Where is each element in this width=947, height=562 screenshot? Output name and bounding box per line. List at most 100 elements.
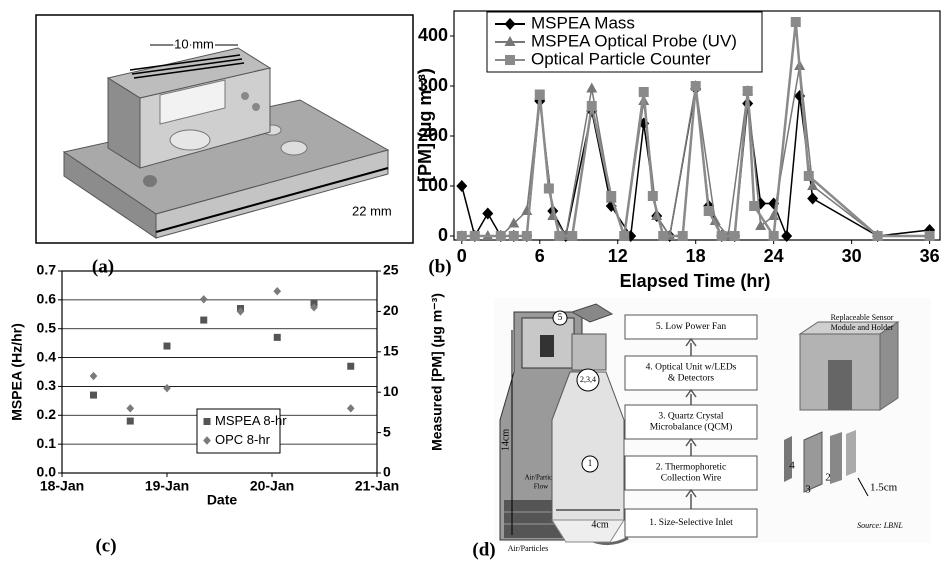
marker	[200, 316, 208, 324]
unit	[540, 335, 554, 357]
marker	[755, 220, 767, 230]
marker	[803, 171, 814, 181]
y-tick-label: 0.0	[37, 464, 57, 480]
x-axis-label: Elapsed Time (hr)	[620, 271, 771, 291]
callout-circle	[581, 455, 599, 473]
step-box	[624, 508, 758, 538]
legend-box	[196, 408, 281, 454]
holder-side	[879, 321, 899, 411]
x-tick-label: 18	[686, 246, 706, 266]
marker	[790, 17, 801, 27]
part-label: 4	[789, 460, 795, 472]
step-label: 5. Low Power Fan	[656, 322, 726, 332]
y2-tick-label: 15	[383, 343, 399, 359]
marker	[768, 231, 779, 241]
marker	[163, 342, 171, 350]
marker	[89, 371, 98, 381]
arrow	[685, 388, 697, 405]
step-box	[624, 404, 758, 440]
step-label: Collection Wire	[661, 474, 721, 484]
marker	[347, 362, 355, 370]
marker	[482, 207, 494, 220]
part-label: 2	[825, 472, 831, 484]
step-label: 4. Optical Unit w/LEDs	[646, 363, 737, 373]
marker	[567, 231, 578, 241]
y-tick-label: 0.6	[37, 291, 57, 307]
y-tick-label: 400	[418, 25, 448, 45]
x-tick-label: 6	[535, 246, 545, 266]
marker	[456, 180, 468, 192]
diagram-d: 14cm Air/Particle Flow Air/Particles 5 2…	[494, 298, 931, 553]
plate	[784, 436, 792, 482]
x-tick-label: 12	[608, 246, 628, 266]
x-tick-label: 19-Jan	[145, 478, 189, 494]
marker	[749, 201, 760, 211]
step-label: 3. Quartz Crystal	[658, 412, 724, 422]
marker	[807, 180, 819, 190]
legend-label: Optical Particle Counter	[531, 49, 711, 68]
step-label: 1. Size-Selective Inlet	[649, 518, 733, 528]
step-box	[624, 314, 758, 340]
step-label: Microbalance (QCM)	[650, 422, 733, 433]
x-tick-label: 18-Jan	[40, 478, 84, 494]
marker	[703, 206, 714, 216]
step-column: 1. Size-Selective Inlet 2. Thermophoretic…	[624, 314, 758, 538]
y-tick-label: 200	[418, 125, 448, 145]
marker	[586, 101, 597, 111]
callout: 2,3,4	[580, 375, 596, 384]
marker	[638, 87, 649, 97]
marker	[508, 217, 520, 228]
panel-label: (c)	[95, 535, 116, 556]
marker	[729, 231, 740, 241]
hole	[252, 103, 260, 111]
source: Source: LBNL	[857, 521, 903, 530]
legend-label: MSPEA Mass	[531, 13, 635, 32]
legend-marker	[203, 418, 211, 425]
marker	[163, 383, 171, 393]
plate	[830, 432, 842, 484]
marker	[807, 192, 819, 205]
callout: 5	[558, 312, 563, 322]
dimension-label: 14cm	[500, 429, 511, 451]
y-axis-label: MSPEA (Hz/hr)	[9, 323, 25, 420]
marker	[658, 231, 669, 241]
marker	[716, 231, 727, 241]
marker	[310, 299, 318, 307]
y-tick-label: 0	[438, 225, 448, 245]
y-tick-label: 0.1	[37, 435, 57, 451]
inlet	[551, 519, 625, 543]
y-tick-label: 300	[418, 75, 448, 95]
panel-label: (b)	[428, 256, 451, 277]
legend-marker	[504, 36, 516, 46]
flow-label: Air/Particle	[525, 474, 558, 482]
marker	[199, 295, 208, 304]
marker	[346, 404, 355, 413]
edge	[155, 167, 389, 233]
x-axis-label: Date	[207, 492, 238, 508]
marker	[273, 333, 281, 341]
dimension-label: 10 mm	[174, 36, 214, 51]
y-axis-label: [PM] (µg m⁻³)	[415, 68, 435, 182]
y-tick-label: 0.3	[37, 377, 57, 393]
legend-label: MSPEA 8-hr	[215, 413, 287, 428]
callout-circle	[576, 368, 600, 392]
y-tick-label: 0.2	[37, 406, 57, 422]
legend-label: MSPEA Optical Probe (UV)	[531, 31, 737, 50]
marker	[872, 231, 883, 241]
wire	[129, 54, 241, 71]
marker	[456, 231, 467, 241]
drawing-a: 10 mm 22 mm	[35, 14, 414, 244]
hole	[169, 129, 211, 151]
x-tick-label: 24	[764, 246, 784, 266]
marker	[543, 183, 554, 194]
y2-tick-label: 20	[383, 302, 399, 318]
cylinder	[551, 371, 625, 521]
y2-tick-label: 5	[383, 423, 391, 439]
marker	[924, 231, 935, 241]
legend-marker	[203, 436, 211, 445]
slot	[159, 79, 226, 125]
plate	[846, 430, 856, 476]
marker	[273, 287, 282, 296]
module	[571, 333, 607, 371]
marker	[690, 81, 701, 91]
